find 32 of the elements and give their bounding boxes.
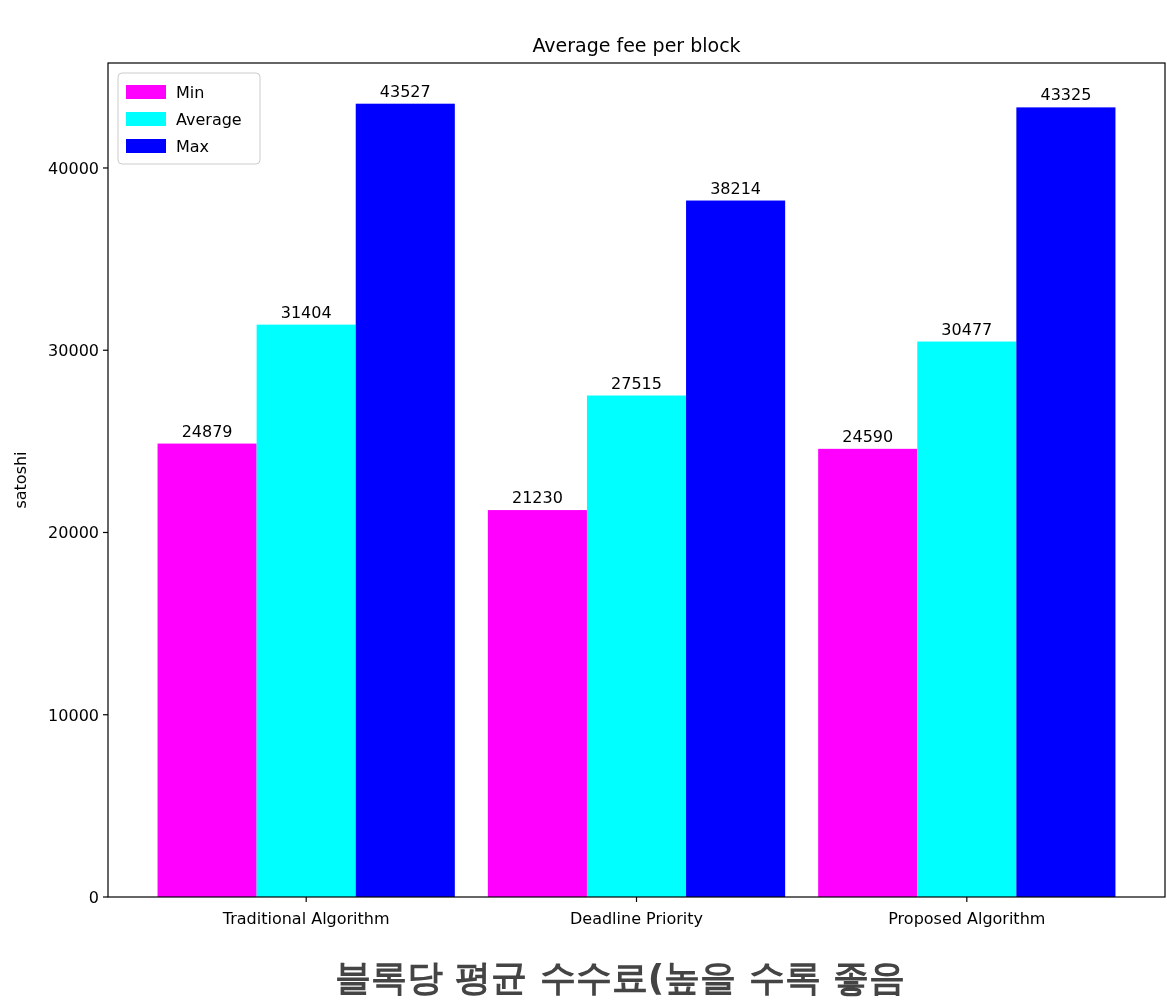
legend-label: Average xyxy=(176,110,242,129)
y-axis-title: satoshi xyxy=(11,451,30,509)
x-tick-label: Traditional Algorithm xyxy=(221,909,390,928)
bar xyxy=(586,395,687,897)
legend-label: Max xyxy=(176,137,210,156)
bar xyxy=(818,448,918,897)
data-label: 24590 xyxy=(842,426,894,446)
bar xyxy=(487,510,587,897)
y-tick-label: 0 xyxy=(88,888,99,907)
y-tick-label: 10000 xyxy=(48,705,99,725)
data-label: 24879 xyxy=(181,421,233,441)
data-label: 30477 xyxy=(941,319,993,339)
bar xyxy=(355,103,455,897)
data-label: 31404 xyxy=(280,302,332,322)
chart-title: Average fee per block xyxy=(532,34,741,56)
data-label: 43325 xyxy=(1040,85,1092,105)
bar xyxy=(1016,107,1116,897)
y-tick-label: 20000 xyxy=(48,523,99,543)
x-tick-label: Proposed Algorithm xyxy=(888,909,1046,928)
bar xyxy=(256,324,356,897)
data-label: 21230 xyxy=(511,488,563,508)
y-tick-label: 40000 xyxy=(48,158,99,178)
bar xyxy=(157,443,257,897)
x-tick-label: Deadline Priority xyxy=(569,909,704,928)
text: 블록당 평균 수수료(높을 수록 좋음 xyxy=(334,957,906,998)
data-label: 38214 xyxy=(710,178,762,198)
bar xyxy=(917,341,1017,897)
y-tick-label: 30000 xyxy=(48,341,99,361)
legend-label: Min xyxy=(176,83,205,102)
data-label: 27515 xyxy=(611,373,662,393)
data-label: 43527 xyxy=(379,81,431,101)
bar xyxy=(686,200,786,897)
